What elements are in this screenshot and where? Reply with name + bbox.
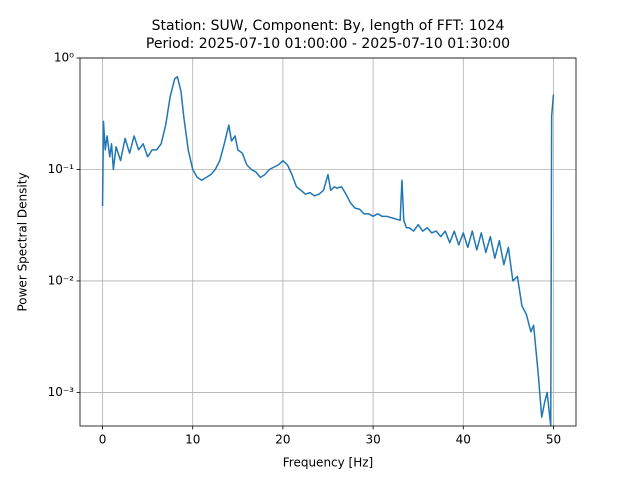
y-axis-label: Power Spectral Density: [16, 172, 30, 311]
y-tick-label: 10⁻¹: [48, 162, 75, 176]
y-tick-label: 10⁻³: [48, 385, 75, 399]
x-tick-label: 50: [546, 433, 561, 447]
y-tick-label: 10⁻²: [48, 273, 75, 287]
axes-frame: [79, 57, 577, 427]
x-axis-label: Frequency [Hz]: [283, 456, 374, 470]
chart-subtitle: Period: 2025-07-10 01:00:00 - 2025-07-10…: [146, 36, 510, 52]
x-tick-label: 30: [365, 433, 380, 447]
x-tick-label: 10: [185, 433, 200, 447]
x-tick-label: 40: [456, 433, 471, 447]
x-tick-label: 0: [99, 433, 107, 447]
x-tick-label: 20: [275, 433, 290, 447]
plot-area: [101, 75, 555, 426]
y-tick-label: 10⁰: [54, 51, 74, 65]
chart-title: Station: SUW, Component: By, length of F…: [152, 18, 505, 34]
series-line: [101, 75, 555, 426]
